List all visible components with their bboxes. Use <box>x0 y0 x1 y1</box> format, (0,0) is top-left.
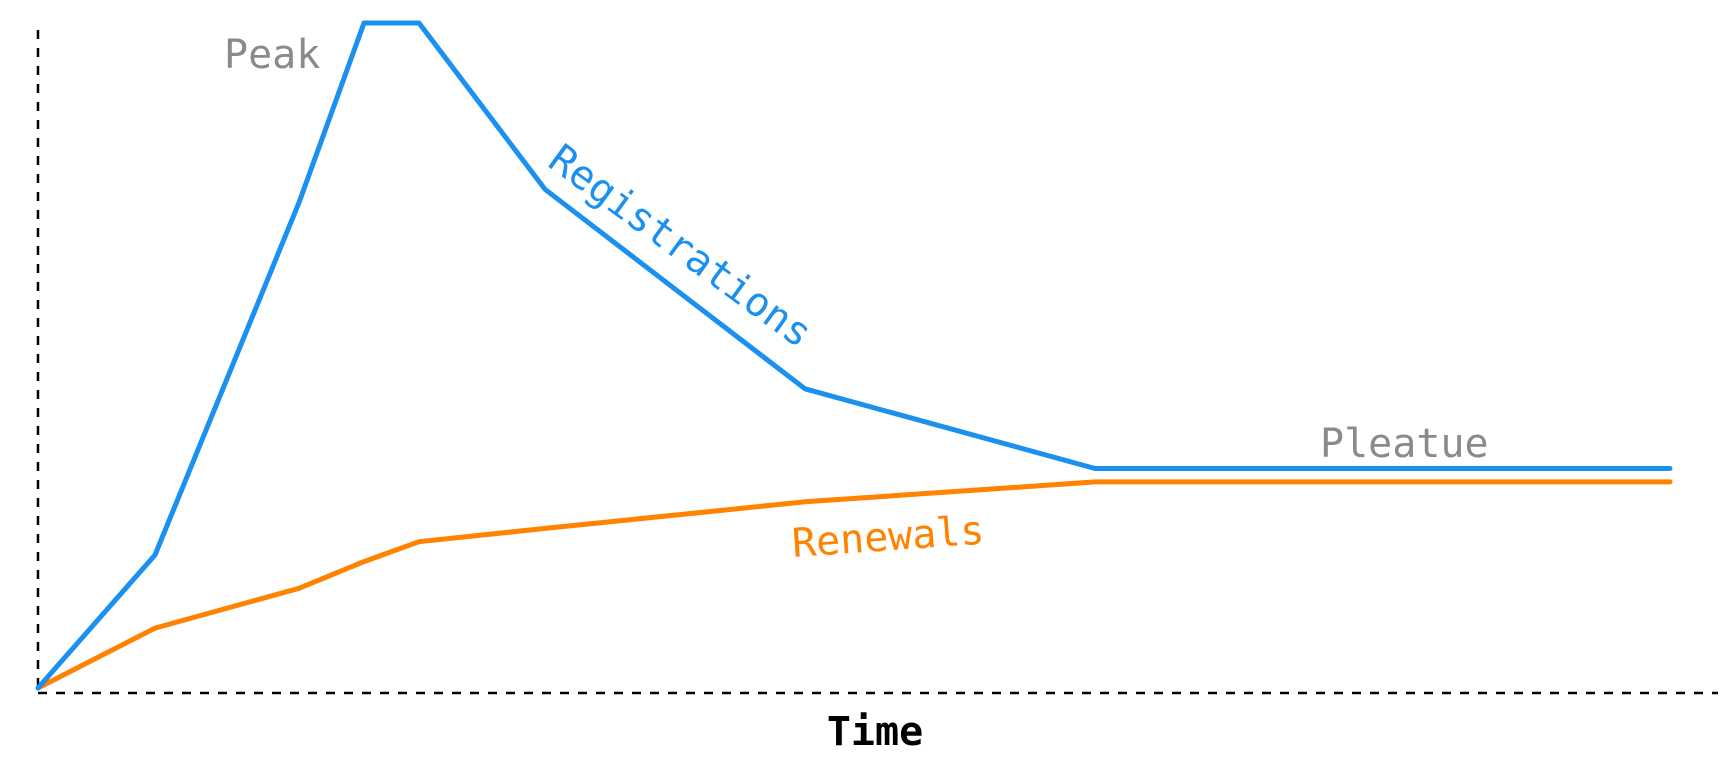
annotation-peak: Peak <box>224 32 320 78</box>
x-axis-label: Time <box>827 709 923 755</box>
series-label-registrations: Registrations <box>540 136 820 357</box>
series-layer <box>35 20 1673 691</box>
series-line-registrations <box>35 20 1673 691</box>
series-line-renewals <box>35 479 1673 691</box>
annotation-plateau: Pleatue <box>1320 421 1489 467</box>
series-label-renewals: Renewals <box>790 508 985 567</box>
